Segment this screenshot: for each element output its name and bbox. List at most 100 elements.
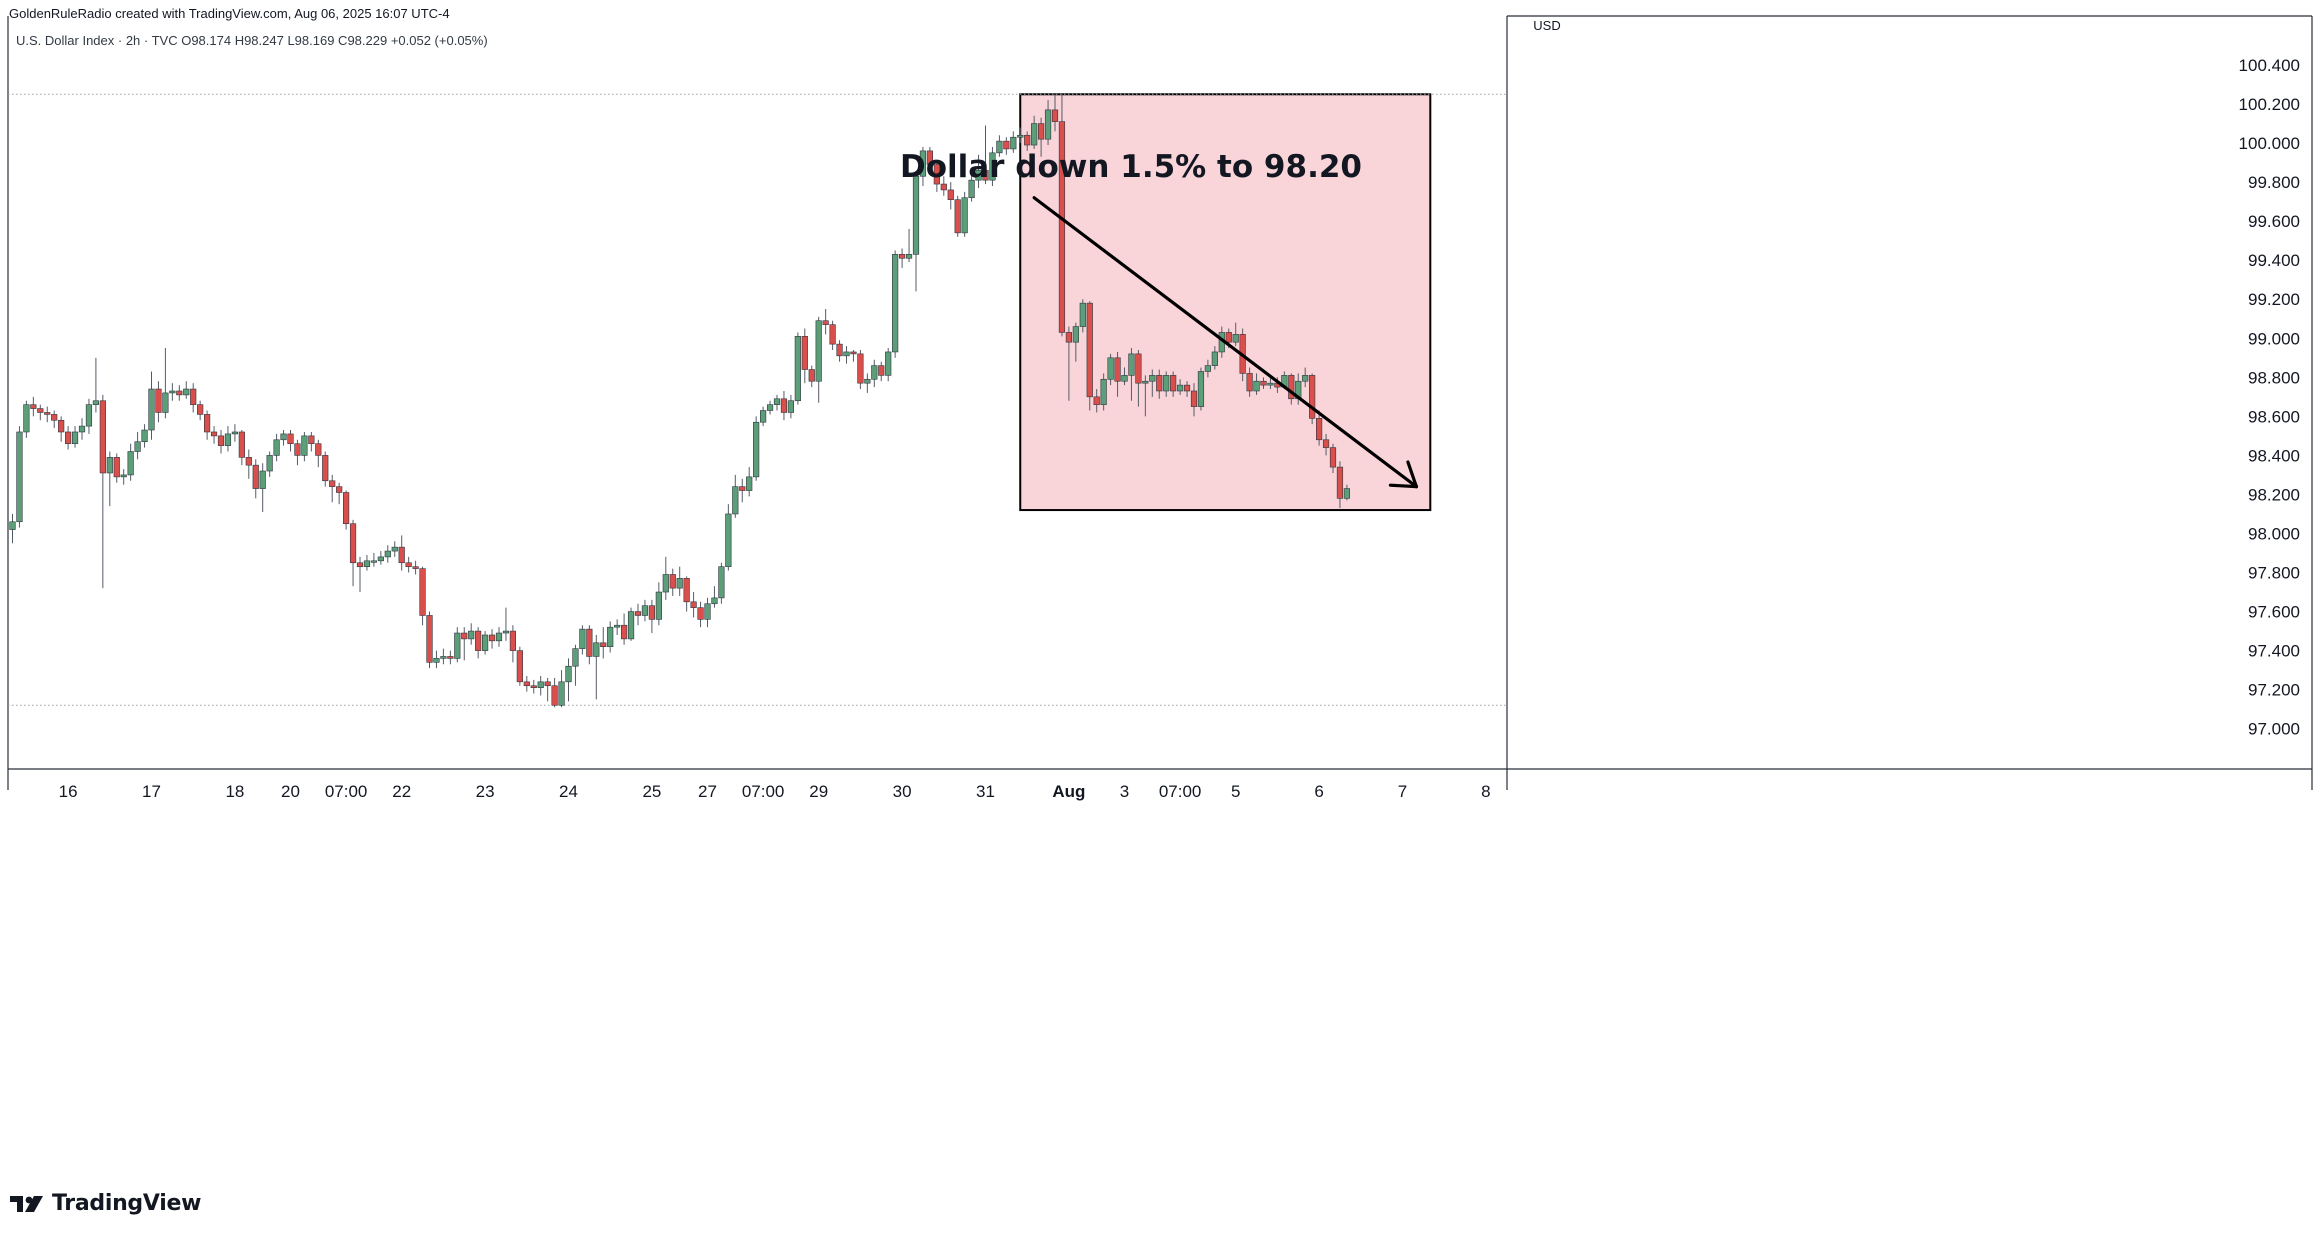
- candle-body: [1093, 396, 1100, 405]
- candle-body: [461, 632, 468, 640]
- candle-body: [9, 521, 16, 530]
- candle-body: [947, 189, 954, 200]
- candle-body: [815, 320, 822, 382]
- x-tick-label: 20: [281, 782, 300, 801]
- candle-body: [926, 150, 933, 165]
- y-tick-label: 98.400: [2248, 446, 2300, 465]
- candle-body: [607, 626, 614, 647]
- candle-body: [829, 324, 836, 345]
- tradingview-logo-icon: [10, 1195, 43, 1212]
- candle-body: [836, 343, 843, 357]
- candle-body: [864, 378, 871, 384]
- candle-body: [641, 605, 649, 616]
- candle-body: [718, 566, 725, 599]
- candle-body: [65, 431, 72, 444]
- candle-body: [1336, 466, 1344, 499]
- candle-body: [593, 642, 600, 657]
- x-tick-label: 18: [225, 782, 244, 801]
- candle-body: [266, 455, 273, 472]
- candle-body: [759, 410, 767, 423]
- candle-body: [1003, 140, 1010, 150]
- y-tick-label: 100.400: [2239, 56, 2300, 75]
- candle-body: [530, 685, 537, 688]
- candle-body: [440, 656, 447, 659]
- candle-body: [1260, 380, 1267, 386]
- candle-body: [308, 435, 315, 444]
- candle-body: [78, 425, 86, 433]
- candle-body: [412, 566, 419, 569]
- candle-body: [23, 404, 30, 433]
- candle-body: [655, 591, 662, 620]
- candle-body: [426, 615, 433, 663]
- candle-body: [634, 611, 642, 616]
- candle-body: [377, 556, 384, 562]
- candle-body: [850, 351, 857, 355]
- trend-arrow-head: [1406, 460, 1419, 489]
- candle-body: [238, 431, 245, 458]
- candle-body: [1343, 488, 1350, 499]
- y-tick-label: 99.400: [2248, 251, 2300, 270]
- candle-body: [134, 441, 141, 452]
- x-tick-label: 07:00: [325, 782, 368, 801]
- candle-body: [982, 170, 989, 181]
- y-tick-label: 98.600: [2248, 407, 2300, 426]
- candle-body: [523, 681, 530, 687]
- candle-body: [912, 175, 920, 255]
- x-tick-label: 31: [976, 782, 995, 801]
- x-tick-label: 17: [142, 782, 161, 801]
- y-tick-label: 99.000: [2248, 329, 2300, 348]
- candle-body: [120, 474, 127, 478]
- candle-body: [155, 388, 162, 413]
- candle-body: [1107, 357, 1114, 380]
- candle-body: [44, 412, 51, 415]
- candle-body: [1114, 357, 1121, 382]
- candle-body: [989, 152, 996, 181]
- candle-body: [391, 546, 398, 552]
- candle-body: [51, 414, 58, 421]
- candle-body: [753, 421, 760, 478]
- x-tick-label: 07:00: [742, 782, 785, 801]
- candle-body: [502, 630, 510, 634]
- candle-body: [690, 601, 697, 608]
- candle-body: [1051, 109, 1059, 122]
- candle-body: [224, 433, 232, 446]
- candle-body: [954, 199, 961, 234]
- candle-body: [217, 435, 225, 446]
- candle-body: [1170, 375, 1177, 392]
- tradingview-brand[interactable]: TradingView: [10, 1191, 201, 1216]
- candle-body: [58, 419, 65, 433]
- candle-body: [614, 624, 621, 628]
- currency-label: USD: [1533, 18, 1560, 33]
- candle-body: [127, 451, 134, 476]
- candle-body: [1058, 121, 1066, 333]
- candle-body: [99, 400, 106, 474]
- candle-body: [683, 578, 690, 603]
- symbol-legend[interactable]: U.S. Dollar Index · 2h · TVC O98.174 H98…: [16, 33, 488, 48]
- candle-body: [294, 443, 301, 456]
- candle-body: [370, 560, 378, 563]
- candle-body: [1017, 134, 1024, 138]
- candle-body: [454, 632, 461, 659]
- candle-body: [600, 642, 607, 647]
- y-tick-label: 100.200: [2239, 95, 2300, 114]
- candle-body: [669, 574, 676, 589]
- candle-body: [322, 455, 329, 482]
- candle-body: [273, 439, 280, 456]
- candle-body: [398, 546, 405, 564]
- candle-body: [620, 624, 628, 640]
- candle-body: [495, 632, 503, 642]
- candle-body: [1031, 123, 1038, 146]
- candle-body: [1121, 375, 1128, 382]
- candle-body: [1197, 371, 1205, 407]
- candle-body: [1100, 378, 1107, 405]
- candle-body: [37, 408, 44, 413]
- candle-body: [1079, 302, 1086, 327]
- candle-body: [16, 431, 23, 523]
- candle-body: [162, 392, 169, 413]
- candle-body: [1177, 384, 1184, 392]
- y-tick-label: 99.200: [2248, 290, 2300, 309]
- candle-body: [1232, 334, 1239, 343]
- candle-body: [363, 560, 371, 567]
- trend-arrow-line: [1032, 196, 1419, 489]
